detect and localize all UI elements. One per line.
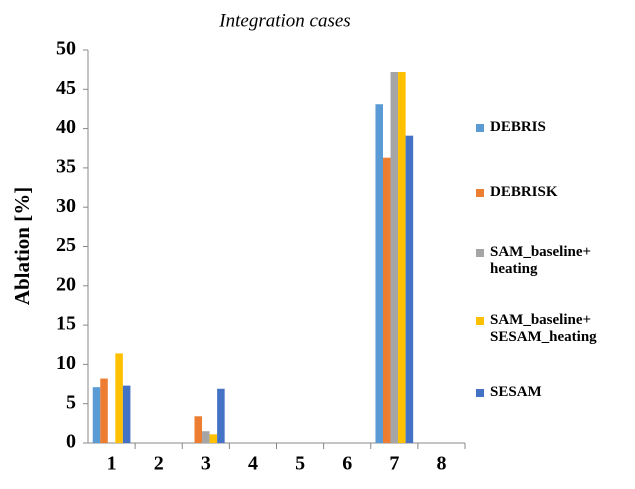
- y-tick-label: 45: [56, 77, 76, 99]
- x-tick-label: 2: [154, 453, 164, 475]
- y-tick-label: 20: [56, 273, 76, 295]
- x-tick-label: 8: [436, 453, 446, 475]
- legend-label: DEBRIS: [490, 119, 546, 135]
- bar: [405, 135, 414, 443]
- y-tick-label: 0: [66, 431, 76, 453]
- legend-swatch: [476, 189, 484, 197]
- legend-label: SAM_baseline+ SESAM_heating: [490, 312, 597, 345]
- bar: [92, 387, 101, 443]
- bar: [217, 388, 225, 443]
- legend-swatch: [476, 124, 484, 132]
- y-tick-label: 15: [56, 313, 76, 335]
- y-tick-label: 50: [56, 38, 76, 60]
- x-tick-label: 5: [295, 453, 305, 475]
- y-tick-label: 5: [66, 391, 76, 413]
- legend-label: SAM_baseline+ heating: [490, 244, 592, 277]
- y-tick-label: 30: [56, 195, 76, 217]
- legend-label: DEBRISK: [490, 184, 558, 200]
- y-axis-label: Ablation [%]: [10, 187, 34, 305]
- x-tick-label: 7: [389, 453, 399, 475]
- bar: [202, 431, 210, 443]
- bar: [383, 157, 391, 443]
- x-tick-label: 1: [107, 453, 117, 475]
- y-tick-label: 40: [56, 116, 76, 138]
- y-tick-label: 10: [56, 352, 76, 374]
- bar: [122, 385, 131, 443]
- legend-swatch: [476, 317, 484, 325]
- bar: [115, 353, 123, 443]
- legend-swatch: [476, 249, 484, 257]
- bar: [209, 434, 218, 443]
- bar: [100, 378, 108, 443]
- x-tick-label: 6: [342, 453, 352, 475]
- bar: [194, 416, 203, 443]
- bar: [375, 104, 384, 443]
- legend-label: SESAM: [490, 384, 542, 400]
- y-tick-label: 35: [56, 155, 76, 177]
- legend-swatch: [476, 389, 484, 397]
- y-tick-label: 25: [56, 234, 76, 256]
- x-tick-label: 3: [201, 453, 211, 475]
- bar: [398, 72, 406, 444]
- chart-title: Integration cases: [218, 10, 350, 31]
- bar: [390, 72, 399, 444]
- x-tick-label: 4: [248, 453, 258, 475]
